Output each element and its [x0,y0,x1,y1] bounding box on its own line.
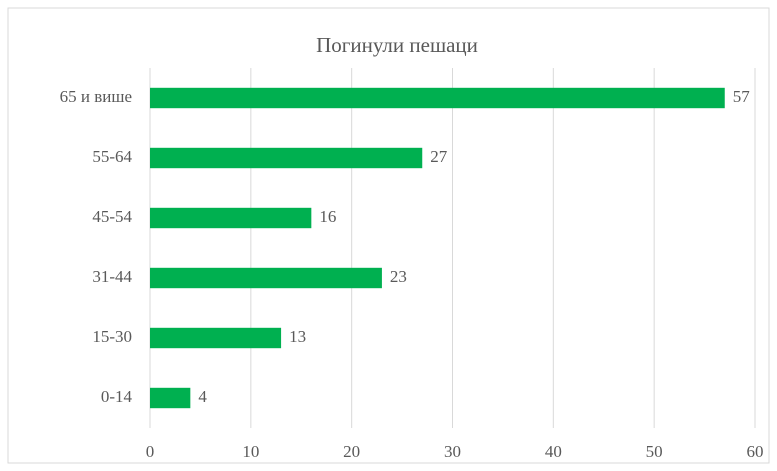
x-tick-label: 40 [545,442,562,461]
data-label: 13 [289,327,306,346]
y-tick-label: 31-44 [92,267,132,286]
y-tick-label: 65 и више [60,87,132,106]
y-tick-label: 0-14 [101,387,133,406]
chart-border [7,7,770,464]
bar [150,87,725,109]
x-tick-label: 30 [444,442,461,461]
bar [150,207,312,229]
data-label: 16 [319,207,336,226]
x-tick-label: 60 [747,442,764,461]
bar [150,147,423,169]
data-label: 27 [430,147,448,166]
x-tick-label: 10 [242,442,259,461]
y-tick-label: 55-64 [92,147,132,166]
x-tick-label: 0 [146,442,155,461]
chart-title: Погинули пешаци [316,33,478,57]
bar [150,327,282,349]
data-label: 57 [733,87,751,106]
data-label: 23 [390,267,407,286]
bar [150,387,191,409]
data-label: 4 [198,387,207,406]
x-tick-label: 20 [343,442,360,461]
x-tick-label: 50 [646,442,663,461]
y-tick-label: 45-54 [92,207,132,226]
y-tick-label: 15-30 [92,327,132,346]
bar [150,267,382,289]
